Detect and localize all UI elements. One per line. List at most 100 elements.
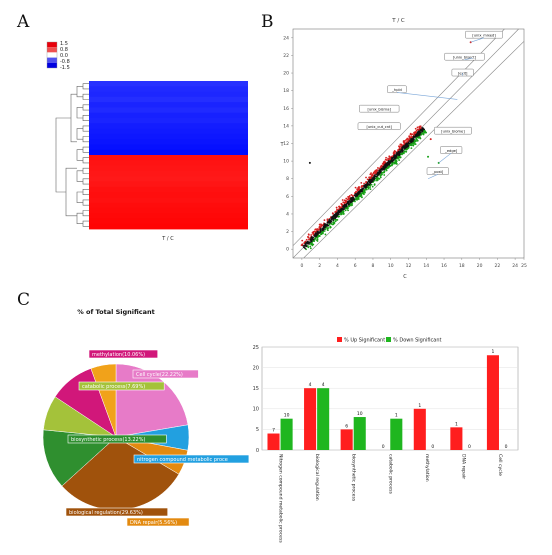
heatmap-cell	[89, 112, 248, 119]
scatter-point	[341, 199, 344, 201]
scatter-point	[350, 201, 353, 203]
pie-slice	[42, 429, 117, 487]
scatter-point	[414, 143, 417, 146]
scatter-point	[333, 218, 336, 221]
scatter-point	[387, 161, 390, 163]
y-tick-label: 6	[286, 194, 289, 200]
scatter-point	[382, 168, 385, 171]
panel-label-b: B	[261, 12, 274, 32]
scatter-point	[411, 140, 414, 143]
x-tick-label: 6	[354, 263, 357, 269]
scatter-point	[312, 238, 315, 241]
bar-data-label: 1	[492, 349, 495, 355]
scatter-point	[320, 223, 322, 226]
heatmap-cell	[89, 81, 248, 87]
scatter-point	[337, 215, 340, 218]
scatter-point	[313, 240, 316, 243]
pie-slice-label: Cell cycle(22.22%)	[136, 372, 183, 378]
scatter-point	[323, 230, 326, 232]
colorbar-swatch	[47, 42, 57, 48]
heatmap-cell	[89, 128, 248, 135]
bar-y-tick-label: 25	[253, 345, 259, 351]
y-tick-label: 16	[283, 106, 289, 112]
scatter-point	[315, 234, 317, 237]
scatter-point	[304, 242, 307, 245]
bar	[340, 429, 353, 450]
scatter-point	[315, 228, 317, 231]
scatter-point	[400, 148, 403, 151]
scatter-point	[391, 160, 394, 163]
bar-data-label: 10	[357, 411, 363, 417]
scatter-point	[379, 169, 382, 172]
scatter-point	[318, 223, 321, 226]
scatter-point	[395, 160, 398, 163]
scatter-point	[388, 155, 391, 158]
scatter-point	[419, 131, 422, 134]
scatter-point	[385, 168, 388, 171]
bar	[267, 433, 280, 450]
heatmap-x-label: T / C	[161, 236, 174, 242]
scatter-point	[336, 213, 339, 216]
pie-label-box	[126, 517, 190, 527]
scatter-point	[357, 191, 360, 193]
scatter-point	[355, 192, 357, 195]
bar-y-tick-label: 0	[256, 448, 259, 454]
scatter-point	[355, 190, 357, 193]
annotation-box	[357, 122, 401, 130]
heatmap-cell	[89, 149, 248, 156]
scatter-point	[334, 220, 337, 223]
scatter-point	[403, 142, 406, 145]
bar-data-label: 1	[395, 413, 398, 419]
scatter-point	[413, 131, 415, 134]
scatter-point	[376, 174, 379, 177]
heatmap-cell	[89, 144, 248, 151]
annotation-label: _post]	[431, 170, 444, 174]
scatter-point	[416, 126, 419, 129]
scatter-point	[385, 156, 387, 159]
scatter-point	[342, 201, 345, 204]
annotation-box	[451, 68, 474, 77]
scatter-point	[412, 143, 415, 145]
annotation-leader	[438, 152, 452, 164]
scatter-point	[309, 247, 312, 250]
scatter-point	[373, 184, 376, 186]
heatmap-cell	[89, 176, 248, 182]
bar-data-label: 7	[272, 428, 275, 434]
scatter-point	[309, 245, 312, 248]
colorbar-tick-label: -1.5	[60, 65, 70, 71]
heatmap-cell	[89, 155, 248, 161]
annotation-label: [unix_cut_cnt]	[366, 125, 392, 129]
scatter-point	[344, 209, 347, 212]
scatter-point	[417, 129, 420, 131]
legend-label-down: % Down Significant	[393, 338, 442, 344]
bar-data-label: 0	[382, 444, 385, 450]
heatmap-cell	[89, 223, 248, 230]
scatter-point	[412, 144, 415, 147]
scatter-point	[406, 137, 409, 140]
colorbar-tick-label: 1.5	[60, 41, 68, 47]
scatter-point	[373, 171, 375, 174]
scatter-point	[415, 137, 418, 139]
heatmap-cell	[89, 165, 248, 172]
annotation-box	[444, 52, 485, 61]
scatter-point	[342, 213, 345, 215]
scatter-point	[370, 178, 373, 181]
bar	[486, 355, 499, 450]
scatter-point	[320, 233, 322, 235]
scatter-point	[397, 149, 399, 151]
heatmap-cell	[89, 91, 248, 98]
annotation-leader	[470, 37, 485, 43]
scatter-point	[389, 160, 392, 163]
scatter-point	[406, 140, 409, 143]
annotation-box	[465, 30, 503, 39]
legend-swatch-up	[337, 337, 342, 342]
scatter-point	[354, 195, 357, 198]
scatter-point	[338, 213, 340, 216]
bar	[413, 408, 426, 450]
scatter-point	[309, 238, 312, 241]
scatter-point	[326, 229, 329, 231]
scatter-point	[392, 158, 395, 161]
scatter-point	[318, 232, 320, 235]
scatter-x-label: C	[403, 274, 407, 280]
pie-slice-label: catabolic process(7.69%)	[82, 384, 145, 390]
